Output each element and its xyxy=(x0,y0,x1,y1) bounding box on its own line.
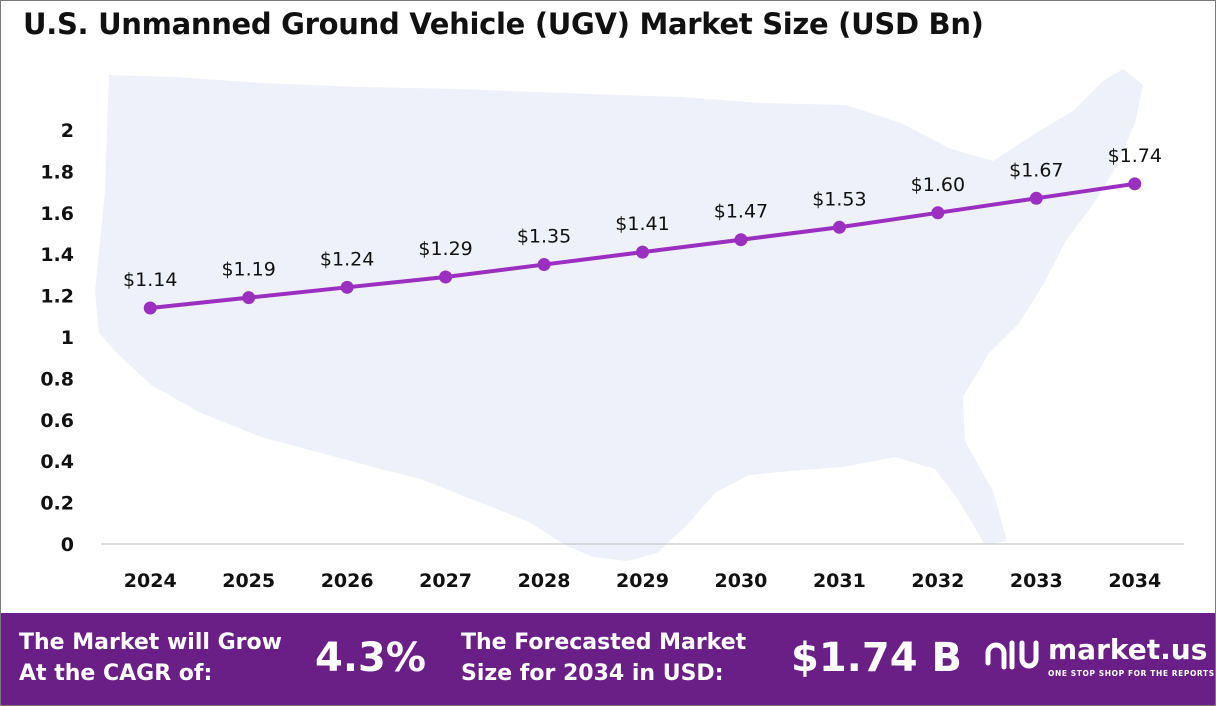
data-point xyxy=(537,258,551,272)
x-tick-label: 2032 xyxy=(911,570,964,592)
data-point xyxy=(832,220,846,234)
y-tick-label: 1.2 xyxy=(40,286,74,308)
data-label: $1.19 xyxy=(221,259,275,281)
y-tick-label: 0 xyxy=(61,534,74,556)
x-tick-label: 2034 xyxy=(1108,570,1161,592)
y-tick-label: 0.6 xyxy=(40,410,74,432)
y-tick-label: 1.6 xyxy=(40,203,74,225)
x-tick-label: 2028 xyxy=(518,570,571,592)
data-label: $1.41 xyxy=(615,213,669,235)
y-tick-label: 2 xyxy=(61,120,74,142)
x-tick-label: 2030 xyxy=(715,570,768,592)
y-tick-label: 1.8 xyxy=(40,161,74,183)
footer-banner: The Market will Grow At the CAGR of: 4.3… xyxy=(1,613,1215,705)
data-label: $1.29 xyxy=(418,238,472,260)
cagr-label-line2: At the CAGR of: xyxy=(19,661,213,686)
cagr-label: The Market will Grow At the CAGR of: xyxy=(19,627,282,689)
y-tick-label: 1 xyxy=(61,327,74,349)
y-tick-label: 1.4 xyxy=(40,244,74,266)
forecast-label-line1: The Forecasted Market xyxy=(461,630,747,655)
forecast-label-line2: Size for 2034 in USD: xyxy=(461,661,724,686)
data-point xyxy=(143,301,157,315)
data-point xyxy=(1128,177,1142,191)
data-label: $1.47 xyxy=(714,201,768,223)
cagr-value: 4.3% xyxy=(315,635,426,681)
x-tick-label: 2029 xyxy=(616,570,669,592)
data-label: $1.35 xyxy=(517,226,571,248)
x-tick-label: 2024 xyxy=(124,570,177,592)
data-label: $1.60 xyxy=(911,174,965,196)
market-us-logo-icon xyxy=(985,640,1039,670)
data-label: $1.14 xyxy=(123,269,177,291)
data-label: $1.53 xyxy=(812,188,866,210)
y-tick-label: 0.4 xyxy=(40,451,74,473)
y-tick-label: 0.2 xyxy=(40,493,74,515)
x-tick-label: 2031 xyxy=(813,570,866,592)
x-tick-label: 2026 xyxy=(321,570,374,592)
forecast-value: $1.74 B xyxy=(791,635,962,681)
data-point xyxy=(242,291,256,305)
forecast-label: The Forecasted Market Size for 2034 in U… xyxy=(461,627,746,689)
data-point xyxy=(439,270,453,284)
us-map-background xyxy=(95,69,1143,561)
data-point xyxy=(636,245,649,259)
data-point xyxy=(734,233,748,247)
data-point xyxy=(1029,191,1043,205)
brand-tagline: ONE STOP SHOP FOR THE REPORTS xyxy=(1048,669,1215,678)
x-tick-label: 2033 xyxy=(1010,570,1063,592)
data-label: $1.24 xyxy=(320,248,374,270)
x-tick-label: 2027 xyxy=(419,570,472,592)
data-label: $1.67 xyxy=(1009,159,1063,181)
data-label: $1.74 xyxy=(1108,145,1162,167)
y-tick-label: 0.8 xyxy=(40,368,74,390)
cagr-label-line1: The Market will Grow xyxy=(19,630,282,655)
chart-title: U.S. Unmanned Ground Vehicle (UGV) Marke… xyxy=(23,7,984,41)
brand-logo: market.us ONE STOP SHOP FOR THE REPORTS xyxy=(984,633,1214,680)
brand-name: market.us xyxy=(1048,633,1208,666)
line-chart: 0 0.2 0.4 0.6 0.8 1 1.2 1.4 1.6 1.8 2 2024 2025 2026 2… xyxy=(40,69,1184,592)
data-point xyxy=(931,206,945,220)
x-tick-label: 2025 xyxy=(222,570,275,592)
data-point xyxy=(340,280,354,294)
